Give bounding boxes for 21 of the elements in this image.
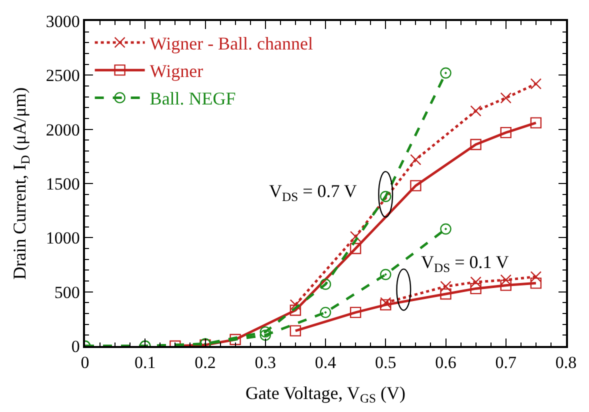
- annotation: V$_{DS}$ = 0.7 V: [269, 181, 357, 204]
- annotation: V$_{DS}$ = 0.1 V: [421, 252, 509, 275]
- x-tick-label: 0.5: [375, 353, 396, 372]
- x-tick-label: 0.7: [495, 353, 518, 372]
- x-tick-label: 0.3: [254, 353, 276, 372]
- x-axis-title: Gate Voltage, V$_{GS}$ (V): [245, 382, 406, 406]
- y-tick-label: 0: [71, 336, 80, 356]
- x-tick-label: 0.1: [134, 353, 156, 372]
- y-tick-label: 1000: [46, 228, 80, 248]
- x-tick-label: 0.4: [314, 353, 337, 372]
- legend-label: Wigner - Ball. channel: [150, 33, 314, 54]
- y-tick-label: 2500: [46, 66, 80, 86]
- y-tick-label: 1500: [46, 174, 80, 194]
- x-tick-label: 0.6: [435, 353, 456, 372]
- y-tick-label: 2000: [46, 120, 80, 140]
- x-tick-label: 0.8: [555, 353, 577, 372]
- y-tick-label: 500: [54, 282, 80, 302]
- legend-label: Ball. NEGF: [150, 88, 236, 109]
- x-tick-label: 0.2: [194, 353, 216, 372]
- legend-label: Wigner: [150, 61, 204, 82]
- y-tick-label: 3000: [46, 12, 80, 31]
